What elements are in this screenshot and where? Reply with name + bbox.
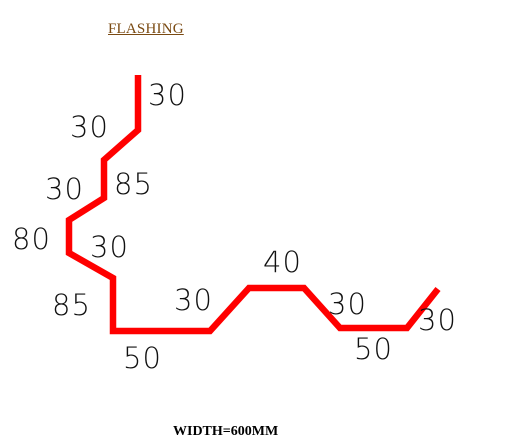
- dim-left-vertical: 85: [52, 288, 91, 322]
- flashing-profile-line: [65, 75, 441, 335]
- dim-rise-slope: 30: [174, 283, 213, 317]
- diagram-title: FLASHING: [108, 21, 184, 37]
- dim-upper-slope: 30: [70, 110, 109, 144]
- dim-fall-slope: 30: [328, 287, 367, 321]
- dim-bottom-right: 50: [354, 332, 393, 366]
- dim-left-outer: 80: [12, 222, 51, 256]
- dim-upper-vertical: 85: [114, 167, 153, 201]
- dim-top-end: 30: [148, 78, 187, 112]
- dim-inner-slope: 30: [90, 230, 129, 264]
- dim-mid-slope: 30: [45, 172, 84, 206]
- dim-top-ridge: 40: [263, 245, 302, 279]
- dimension-labels: 30 30 85 30 80 30 85 50 30 40 30 50 30: [12, 78, 457, 375]
- dim-bottom-left: 50: [123, 341, 162, 375]
- width-note: WIDTH=600MM: [173, 424, 279, 439]
- dim-right-end: 30: [418, 303, 457, 337]
